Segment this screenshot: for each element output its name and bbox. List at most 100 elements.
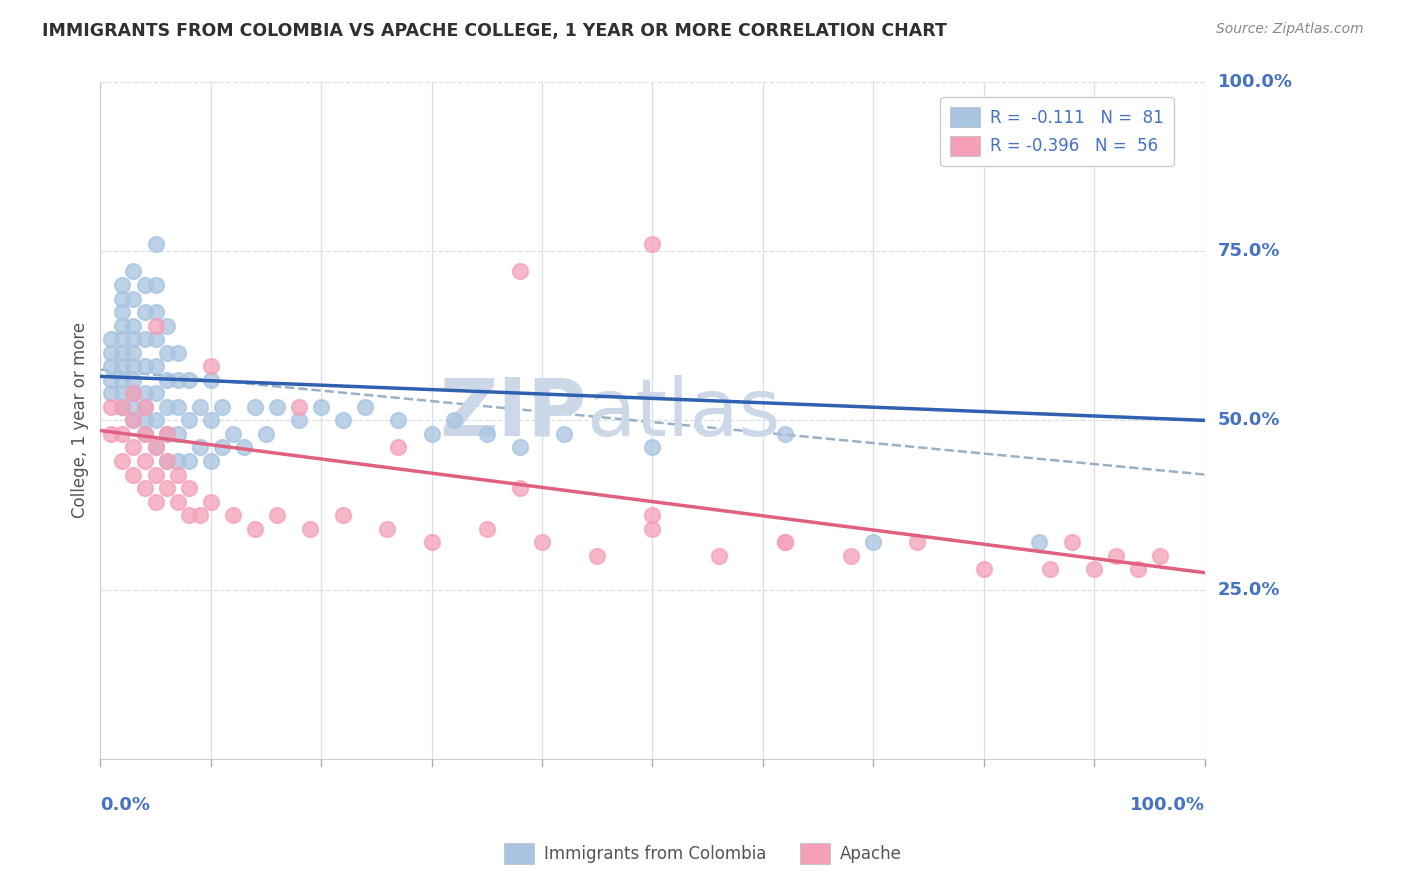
Point <box>111 386 134 401</box>
Point <box>134 481 156 495</box>
Point <box>122 441 145 455</box>
Y-axis label: College, 1 year or more: College, 1 year or more <box>72 322 89 518</box>
Point <box>166 494 188 508</box>
Point <box>155 454 177 468</box>
Point <box>155 426 177 441</box>
Point <box>266 508 288 523</box>
Point <box>1028 535 1050 549</box>
Point <box>641 522 664 536</box>
Point <box>166 467 188 482</box>
Point <box>111 359 134 374</box>
Point <box>100 386 122 401</box>
Point <box>122 318 145 333</box>
Point <box>155 373 177 387</box>
Point <box>111 292 134 306</box>
Point <box>509 441 531 455</box>
Point <box>145 467 167 482</box>
Point <box>145 332 167 346</box>
Text: 75.0%: 75.0% <box>1218 243 1281 260</box>
Point <box>155 345 177 359</box>
Point <box>288 400 311 414</box>
Point <box>145 441 167 455</box>
Point <box>111 332 134 346</box>
Point <box>553 426 575 441</box>
Point <box>177 454 200 468</box>
Point <box>134 278 156 293</box>
Point <box>100 373 122 387</box>
Point <box>166 426 188 441</box>
Point <box>222 426 245 441</box>
Point <box>332 508 354 523</box>
Text: atlas: atlas <box>586 375 780 452</box>
Text: 25.0%: 25.0% <box>1218 581 1281 599</box>
Point <box>1039 562 1062 576</box>
Point <box>1060 535 1083 549</box>
Point <box>773 535 796 549</box>
Point <box>145 441 167 455</box>
Point <box>222 508 245 523</box>
Point <box>134 454 156 468</box>
Legend: Immigrants from Colombia, Apache: Immigrants from Colombia, Apache <box>498 837 908 871</box>
Point <box>232 441 254 455</box>
Point <box>188 441 211 455</box>
Point <box>100 400 122 414</box>
Point <box>332 413 354 427</box>
Point <box>134 400 156 414</box>
Point <box>200 454 222 468</box>
Point <box>211 400 233 414</box>
Point <box>111 400 134 414</box>
Point <box>111 305 134 319</box>
Point <box>111 373 134 387</box>
Point <box>200 494 222 508</box>
Point <box>100 359 122 374</box>
Point <box>100 332 122 346</box>
Point <box>122 413 145 427</box>
Point <box>420 426 443 441</box>
Point <box>122 386 145 401</box>
Point <box>122 359 145 374</box>
Point <box>243 400 266 414</box>
Point <box>111 278 134 293</box>
Point <box>211 441 233 455</box>
Point <box>530 535 553 549</box>
Point <box>145 318 167 333</box>
Point <box>200 359 222 374</box>
Point <box>166 400 188 414</box>
Point <box>134 359 156 374</box>
Point <box>1128 562 1150 576</box>
Point <box>973 562 995 576</box>
Point <box>122 292 145 306</box>
Text: 50.0%: 50.0% <box>1218 411 1281 429</box>
Point <box>134 413 156 427</box>
Point <box>773 535 796 549</box>
Point <box>288 413 311 427</box>
Point <box>586 549 609 563</box>
Point <box>177 413 200 427</box>
Point <box>100 345 122 359</box>
Point <box>145 494 167 508</box>
Point <box>122 386 145 401</box>
Point <box>299 522 322 536</box>
Point <box>387 413 409 427</box>
Point <box>177 481 200 495</box>
Point <box>155 454 177 468</box>
Point <box>907 535 929 549</box>
Point <box>122 400 145 414</box>
Point <box>377 522 399 536</box>
Text: 100.0%: 100.0% <box>1129 796 1205 814</box>
Point <box>1105 549 1128 563</box>
Point <box>641 508 664 523</box>
Point <box>641 441 664 455</box>
Point <box>1149 549 1171 563</box>
Point <box>177 508 200 523</box>
Point <box>166 373 188 387</box>
Point <box>145 305 167 319</box>
Point <box>111 400 134 414</box>
Point <box>443 413 465 427</box>
Point <box>145 278 167 293</box>
Point <box>134 400 156 414</box>
Point <box>145 359 167 374</box>
Point <box>122 373 145 387</box>
Point <box>188 400 211 414</box>
Point <box>155 318 177 333</box>
